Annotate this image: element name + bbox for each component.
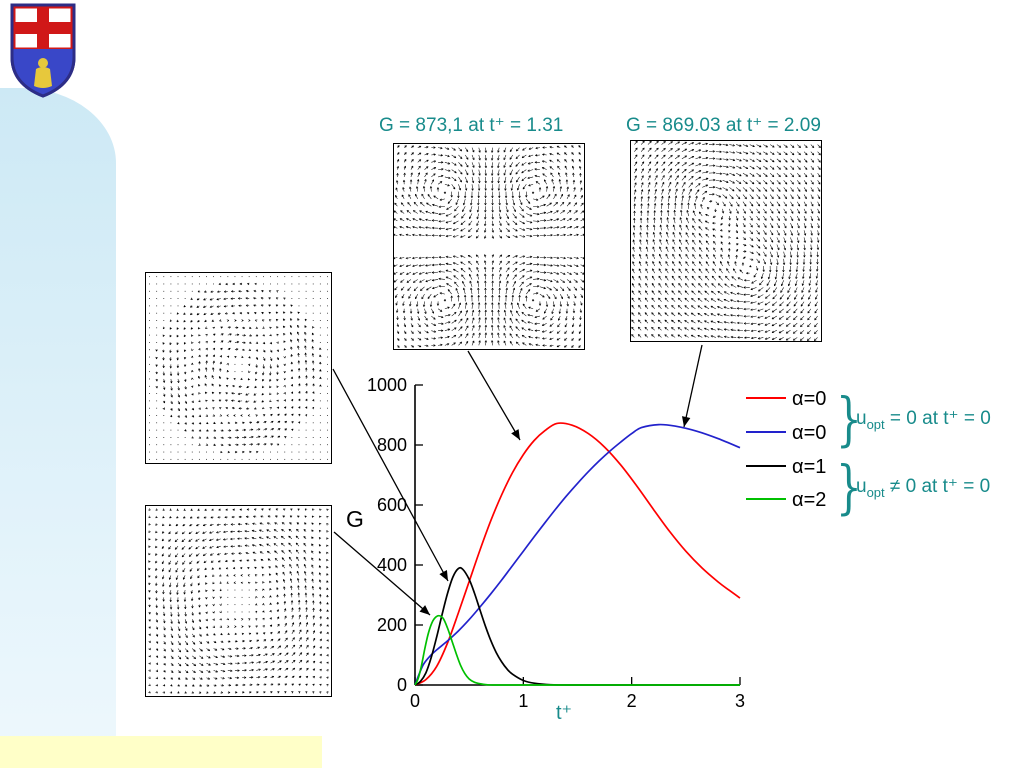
peak-caption-red: G = 873,1 at t⁺ = 1.31 <box>379 115 564 136</box>
crest-figure-head <box>38 58 48 68</box>
vector-field-panel-asymmetric <box>630 140 822 342</box>
svg-text:1000: 1000 <box>367 375 407 395</box>
svg-text:600: 600 <box>377 495 407 515</box>
svg-text:800: 800 <box>377 435 407 455</box>
svg-text:α=0: α=0 <box>792 422 826 444</box>
x-axis-label: t⁺ <box>556 702 573 724</box>
annotation-u: u <box>856 476 867 497</box>
svg-text:3: 3 <box>735 691 745 711</box>
annotation-condition: ≠ 0 at t⁺ = 0 <box>884 476 991 497</box>
peak-caption-blue: G = 869.03 at t⁺ = 2.09 <box>626 115 821 136</box>
svg-text:α=0: α=0 <box>792 388 826 410</box>
crest-cross-horizontal <box>14 22 72 34</box>
legend-group-brace-uopt-nonzero: } <box>836 453 862 521</box>
vector-field-panel-four-vortex <box>393 143 585 350</box>
annotation-uopt-zero: uopt = 0 at t⁺ = 0 <box>856 407 991 432</box>
svg-text:400: 400 <box>377 555 407 575</box>
annotation-u: u <box>856 408 867 429</box>
vector-field-panel-rings <box>145 272 332 464</box>
annotation-condition: = 0 at t⁺ = 0 <box>884 408 991 429</box>
crest-figure-body <box>34 67 52 88</box>
svg-text:0: 0 <box>397 675 407 695</box>
svg-text:α=2: α=2 <box>792 489 826 511</box>
legend-group-brace-uopt-zero: } <box>836 385 862 453</box>
university-crest-logo <box>10 3 76 98</box>
svg-text:1: 1 <box>518 691 528 711</box>
svg-text:α=1: α=1 <box>792 456 826 478</box>
svg-text:2: 2 <box>627 691 637 711</box>
y-axis-label: G <box>346 506 364 532</box>
background-left-band <box>0 88 116 768</box>
svg-text:200: 200 <box>377 615 407 635</box>
vector-field-panel-cavity <box>145 505 332 697</box>
annotation-sub-opt: opt <box>866 484 885 500</box>
annotation-uopt-nonzero: uopt ≠ 0 at t⁺ = 0 <box>856 475 990 500</box>
svg-text:0: 0 <box>410 691 420 711</box>
background-bottom-strip <box>0 736 322 768</box>
crest-shield-border <box>10 3 76 98</box>
annotation-sub-opt: opt <box>866 416 885 432</box>
